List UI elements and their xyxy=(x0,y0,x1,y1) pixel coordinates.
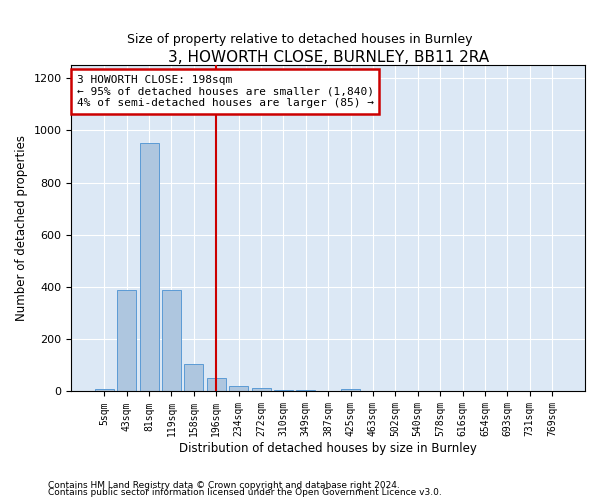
Bar xyxy=(162,290,181,392)
Text: Contains HM Land Registry data © Crown copyright and database right 2024.: Contains HM Land Registry data © Crown c… xyxy=(48,480,400,490)
Bar xyxy=(140,144,158,392)
Bar xyxy=(95,389,114,392)
Bar xyxy=(207,378,226,392)
Y-axis label: Number of detached properties: Number of detached properties xyxy=(15,135,28,321)
X-axis label: Distribution of detached houses by size in Burnley: Distribution of detached houses by size … xyxy=(179,442,477,455)
Bar xyxy=(184,364,203,392)
Bar xyxy=(251,388,271,392)
Text: Size of property relative to detached houses in Burnley: Size of property relative to detached ho… xyxy=(127,32,473,46)
Title: 3, HOWORTH CLOSE, BURNLEY, BB11 2RA: 3, HOWORTH CLOSE, BURNLEY, BB11 2RA xyxy=(167,50,489,65)
Bar xyxy=(296,390,316,392)
Text: Contains public sector information licensed under the Open Government Licence v3: Contains public sector information licen… xyxy=(48,488,442,497)
Bar xyxy=(229,386,248,392)
Bar xyxy=(117,290,136,392)
Bar xyxy=(274,390,293,392)
Bar xyxy=(341,389,360,392)
Text: 3 HOWORTH CLOSE: 198sqm
← 95% of detached houses are smaller (1,840)
4% of semi-: 3 HOWORTH CLOSE: 198sqm ← 95% of detache… xyxy=(77,75,374,108)
